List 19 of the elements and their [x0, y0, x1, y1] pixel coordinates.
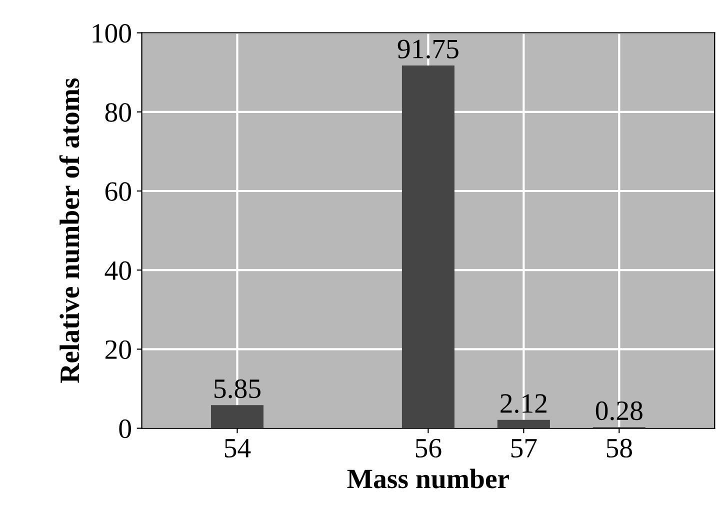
- y-tick-label: 100: [92, 24, 131, 43]
- y-axis-title: Relative number of atoms: [59, 78, 80, 383]
- bar: [402, 65, 454, 428]
- y-tick-label: 20: [105, 340, 131, 360]
- x-tick-label: 56: [416, 438, 442, 458]
- x-tick-label: 58: [606, 438, 632, 458]
- y-tick-label: 40: [104, 261, 131, 280]
- data-label: 0.28: [596, 401, 642, 420]
- y-tick-label: 80: [105, 103, 131, 122]
- y-tick-label: 0: [119, 419, 131, 438]
- bar: [497, 420, 550, 428]
- data-label: 5.85: [214, 379, 260, 398]
- data-label: 91.75: [398, 40, 458, 59]
- y-tick-label: 60: [105, 182, 131, 201]
- x-axis-title: Mass number: [347, 468, 510, 488]
- data-label: 2.12: [500, 394, 546, 413]
- bar: [210, 405, 264, 428]
- x-tick-label: 57: [511, 439, 537, 458]
- x-tick-label: 54: [224, 438, 251, 458]
